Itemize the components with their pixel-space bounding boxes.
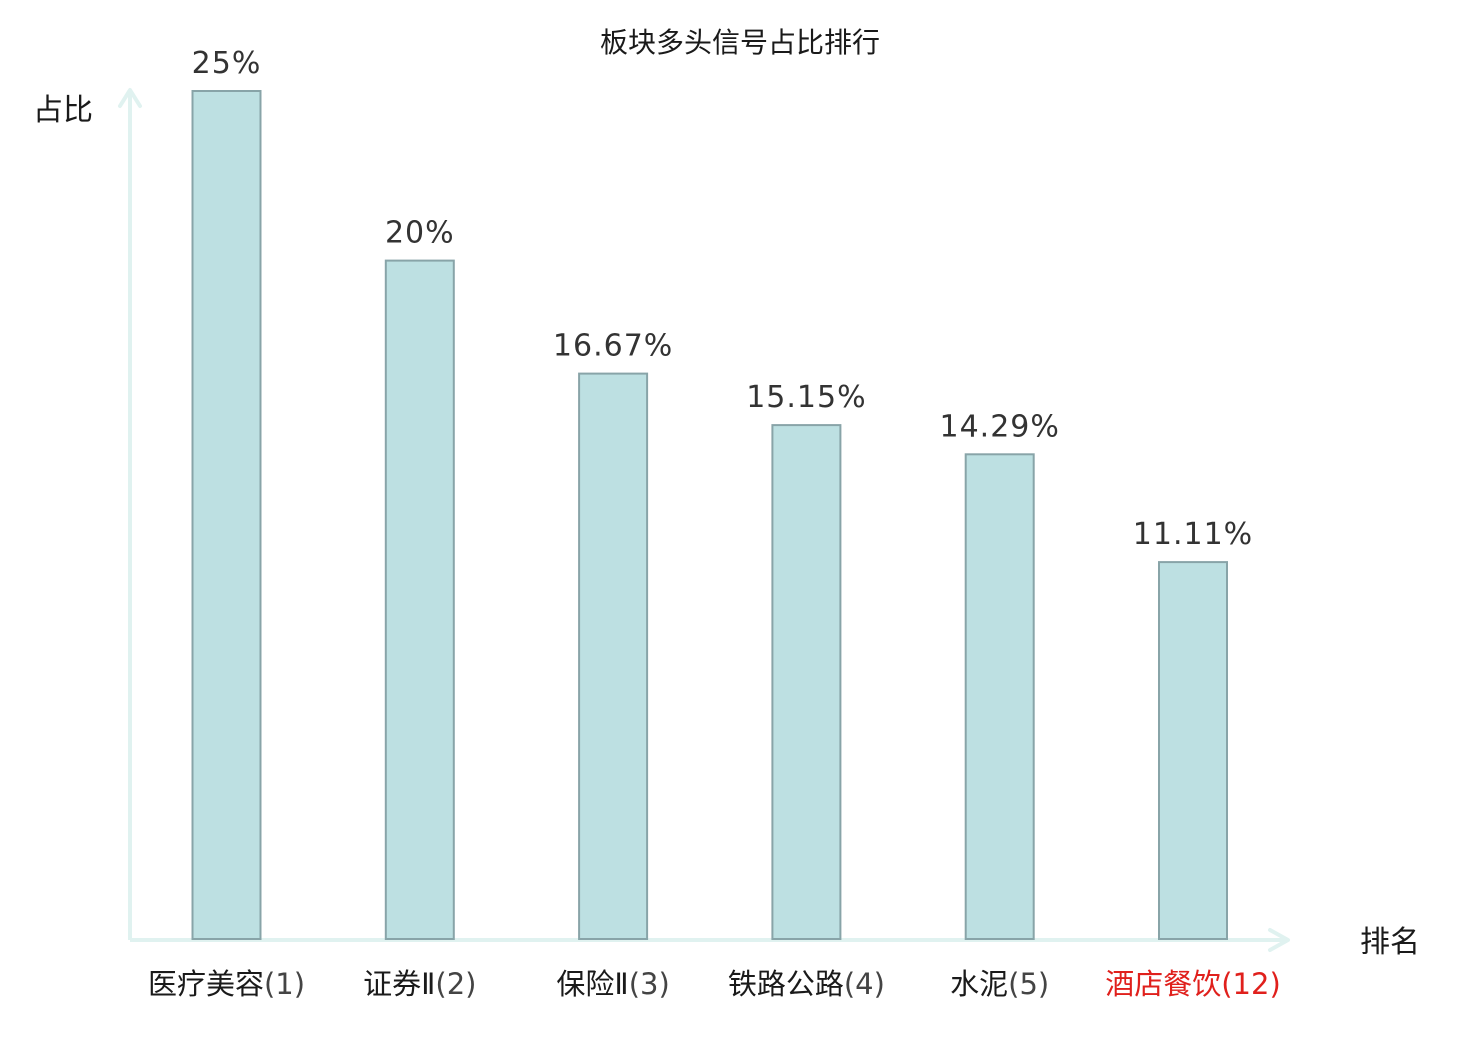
category-label-5: 水泥(5): [950, 967, 1049, 1001]
y-axis-arrow: [118, 88, 142, 108]
category-name-3: 保险Ⅱ: [556, 967, 628, 1001]
category-label-4: 铁路公路(4): [728, 967, 885, 1001]
bar-3: [578, 372, 649, 941]
axes: [118, 88, 1290, 952]
category-label-6: 酒店餐饮(12): [1105, 967, 1281, 1001]
value-label-1: 25%: [192, 46, 262, 81]
category-rank-5: (5): [1008, 967, 1049, 1001]
value-label-4: 15.15%: [746, 380, 866, 415]
category-rank-6: (12): [1221, 967, 1281, 1001]
value-label-3: 16.67%: [553, 329, 673, 364]
bar-5: [964, 453, 1035, 940]
value-labels: 25% 20% 16.67% 15.15% 14.29% 11.11%: [192, 46, 1253, 552]
category-rank-1: (1): [264, 967, 305, 1001]
x-axis-arrow: [1268, 928, 1290, 952]
x-axis-label: 排名: [1360, 925, 1420, 960]
value-label-2: 20%: [385, 216, 455, 251]
category-rank-2: (2): [435, 967, 476, 1001]
category-labels: 医疗美容(1) 证券Ⅱ(2) 保险Ⅱ(3) 铁路公路(4) 水泥(5) 酒店餐饮(12): [148, 967, 1281, 1001]
category-name-4: 铁路公路: [728, 967, 844, 1001]
category-label-3: 保险Ⅱ(3): [556, 967, 669, 1001]
category-name-6: 酒店餐饮: [1105, 967, 1221, 1001]
category-name-5: 水泥: [950, 967, 1008, 1001]
bar-2: [384, 259, 455, 941]
category-rank-3: (3): [629, 967, 670, 1001]
y-axis-label: 占比: [33, 93, 93, 128]
category-label-1: 医疗美容(1): [148, 967, 305, 1001]
bar-6: [1158, 561, 1228, 940]
chart-title: 板块多头信号占比排行: [600, 26, 880, 59]
bar-4: [771, 424, 842, 941]
category-name-2: 证券Ⅱ: [363, 967, 435, 1001]
category-label-2: 证券Ⅱ(2): [363, 967, 476, 1001]
bar-1: [191, 90, 262, 940]
value-label-5: 14.29%: [940, 409, 1060, 444]
bars: [191, 90, 1228, 941]
category-rank-4: (4): [844, 967, 885, 1001]
value-label-6: 11.11%: [1133, 517, 1253, 552]
category-name-1: 医疗美容: [148, 967, 264, 1001]
